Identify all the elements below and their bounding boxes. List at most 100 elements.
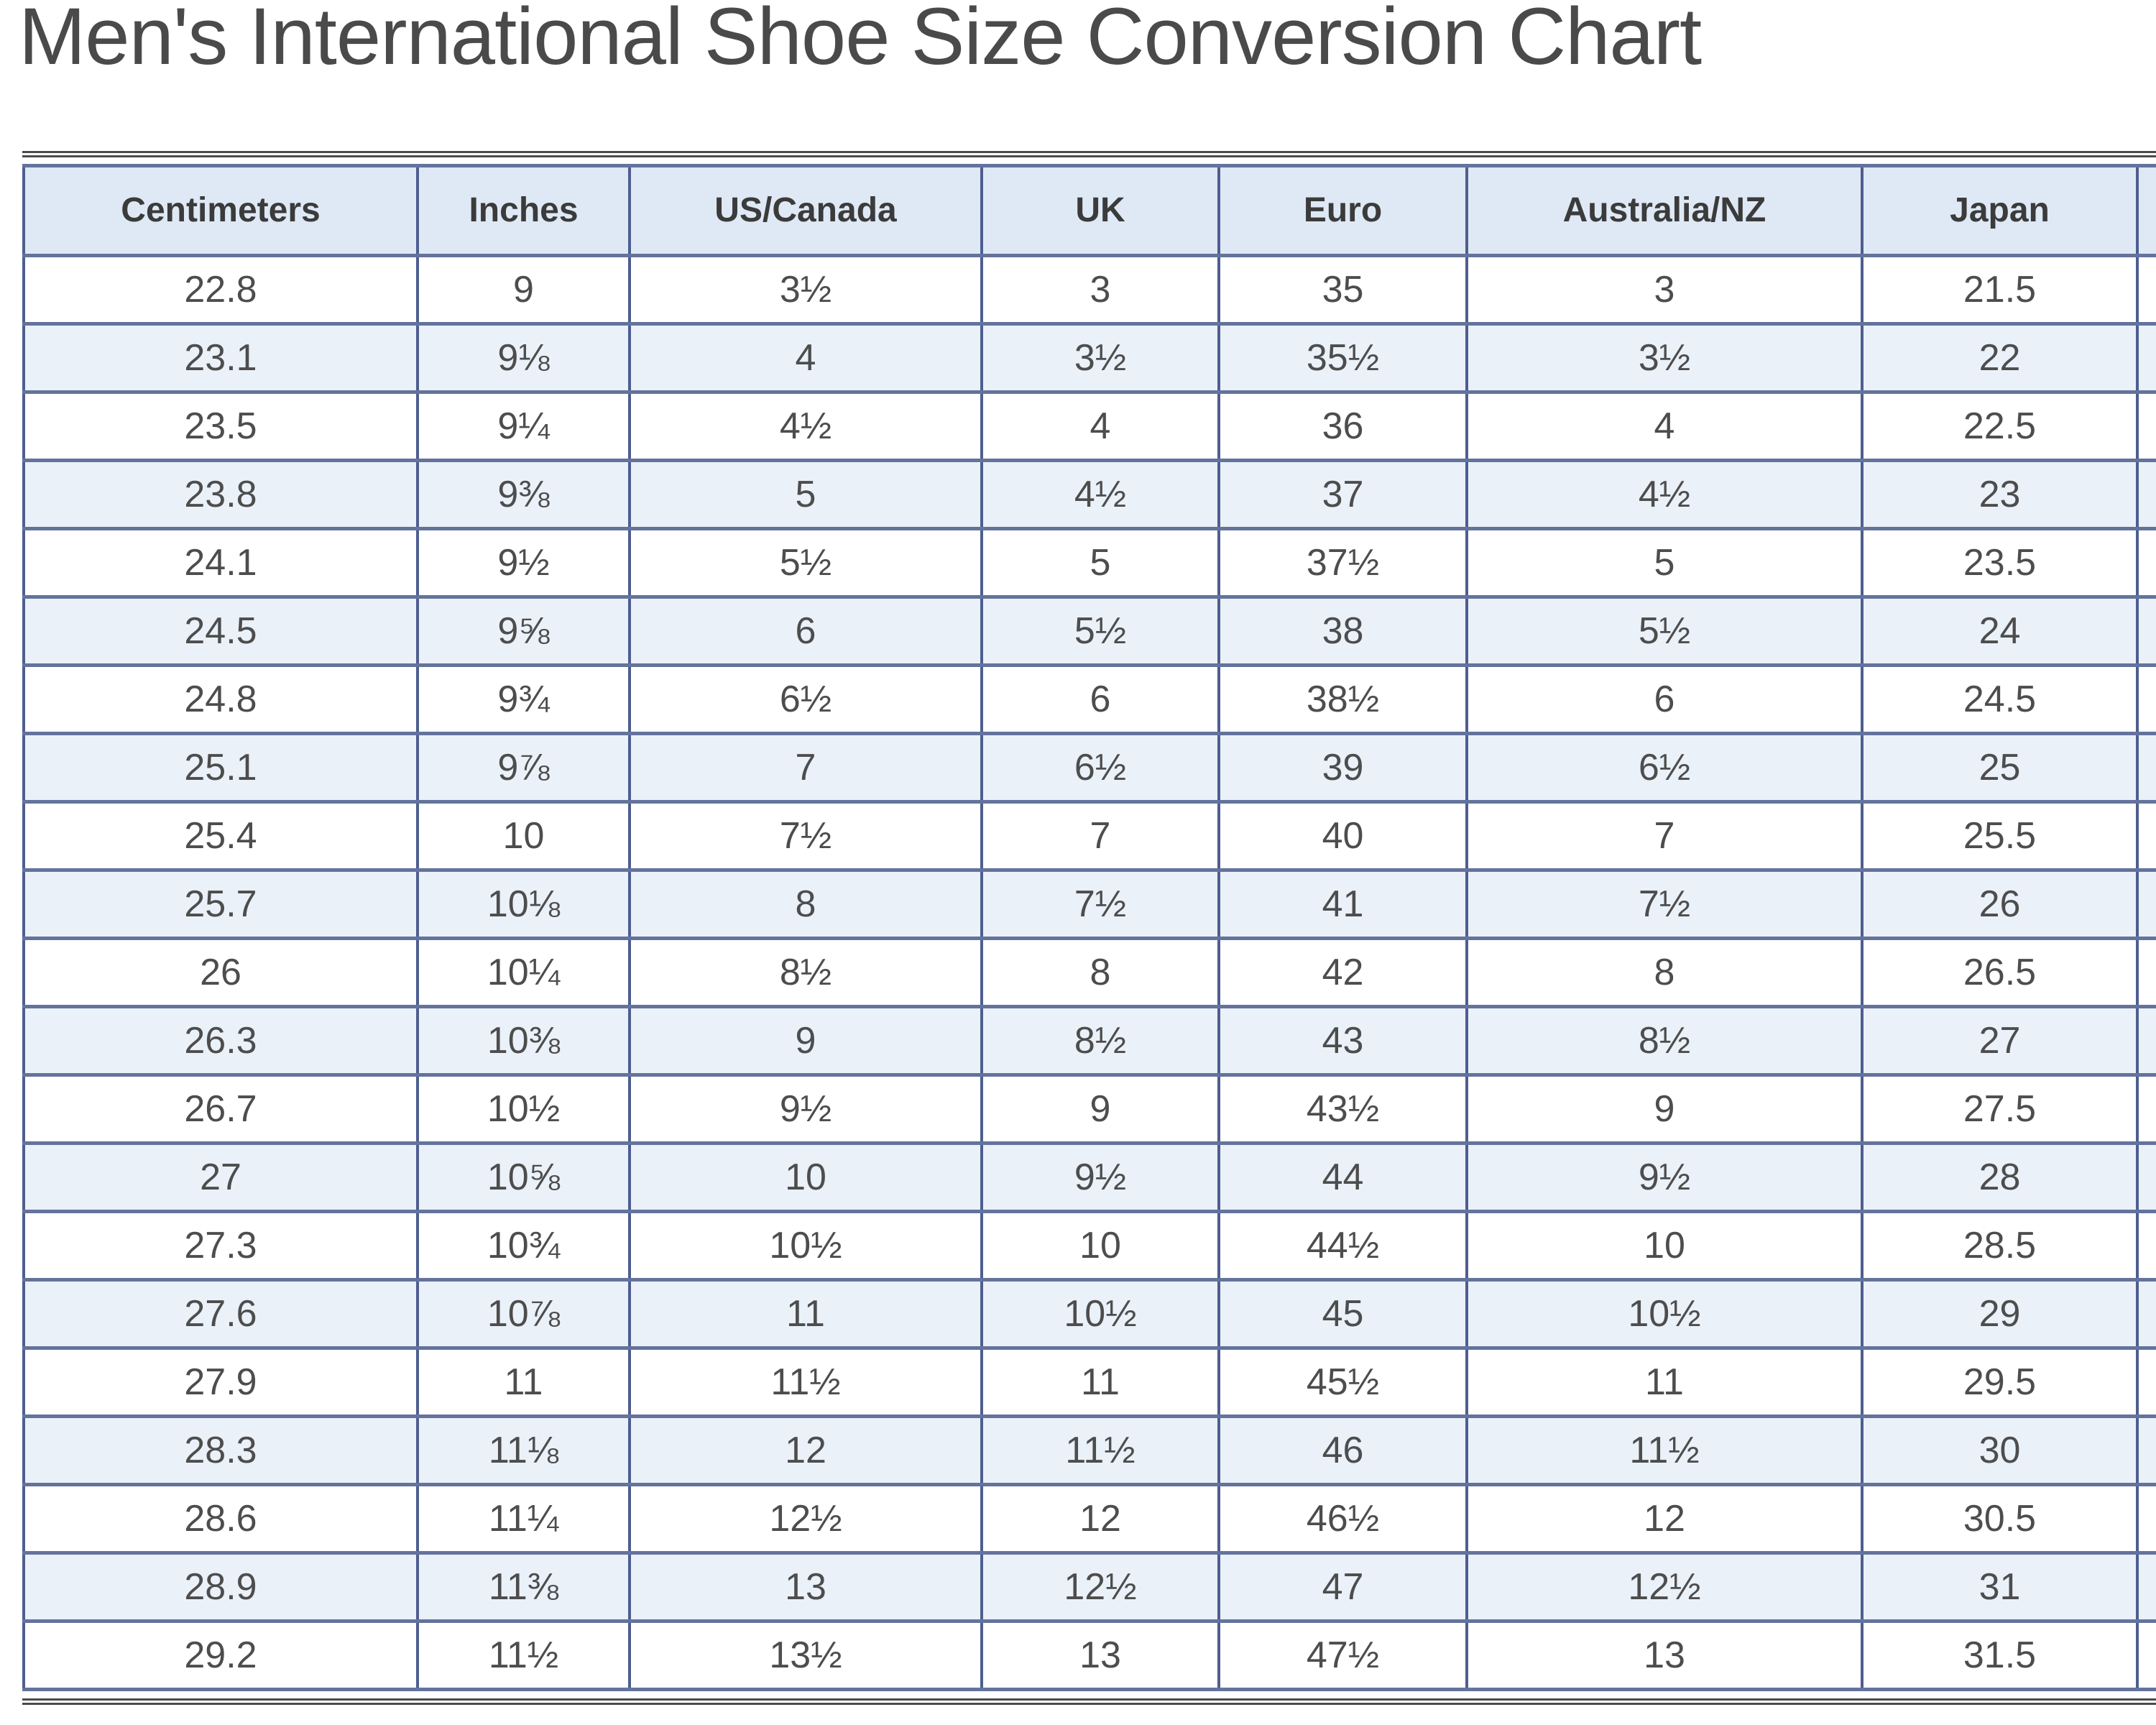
cell-euro: 43 <box>1217 1004 1468 1077</box>
cell-us-canada: 4½ <box>628 390 983 462</box>
clipped-column-cell <box>2136 799 2156 872</box>
cell-japan: 24.5 <box>1861 663 2139 735</box>
cell-centimeters: 27.6 <box>22 1277 419 1350</box>
cell-centimeters: 25.4 <box>22 799 419 872</box>
cell-australia-nz: 11 <box>1465 1346 1864 1418</box>
clipped-column-cell <box>2136 1619 2156 1691</box>
clipped-column-cell <box>2136 1004 2156 1077</box>
cell-japan: 28.5 <box>1861 1209 2139 1282</box>
cell-inches: 11½ <box>416 1619 631 1691</box>
table-row: 24.5 9⅝ 6 5½ 38 5½ 24 <box>22 594 2156 667</box>
cell-inches: 9¼ <box>416 390 631 462</box>
cell-centimeters: 28.9 <box>22 1550 419 1623</box>
cell-us-canada: 6½ <box>628 663 983 735</box>
cell-australia-nz: 10½ <box>1465 1277 1864 1350</box>
table-row: 24.1 9½ 5½ 5 37½ 5 23.5 <box>22 526 2156 599</box>
cell-uk: 5½ <box>980 594 1220 667</box>
header-row: Centimeters Inches US/Canada UK Euro Australi… <box>22 163 2156 257</box>
column-header-us-canada: US/Canada <box>628 163 983 257</box>
clipped-column-cell <box>2136 390 2156 462</box>
cell-australia-nz: 10 <box>1465 1209 1864 1282</box>
cell-japan: 29 <box>1861 1277 2139 1350</box>
table-row: 29.2 11½ 13½ 13 47½ 13 31.5 <box>22 1619 2156 1691</box>
cell-centimeters: 23.1 <box>22 321 419 394</box>
clipped-column-cell <box>2136 321 2156 394</box>
cell-euro: 46½ <box>1217 1482 1468 1555</box>
cell-uk: 8 <box>980 936 1220 1008</box>
cell-australia-nz: 12 <box>1465 1482 1864 1555</box>
cell-euro: 37½ <box>1217 526 1468 599</box>
shoe-size-conversion-table: Centimeters Inches US/Canada UK Euro Australi… <box>22 163 2156 1691</box>
cell-japan: 21.5 <box>1861 253 2139 326</box>
cell-euro: 44½ <box>1217 1209 1468 1282</box>
cell-centimeters: 27.3 <box>22 1209 419 1282</box>
cell-inches: 9½ <box>416 526 631 599</box>
cell-japan: 27.5 <box>1861 1072 2139 1145</box>
cell-uk: 4½ <box>980 458 1220 530</box>
cell-inches: 11⅜ <box>416 1550 631 1623</box>
cell-inches: 9⅛ <box>416 321 631 394</box>
cell-australia-nz: 5 <box>1465 526 1864 599</box>
cell-euro: 36 <box>1217 390 1468 462</box>
cell-uk: 4 <box>980 390 1220 462</box>
cell-us-canada: 11½ <box>628 1346 983 1418</box>
cell-japan: 26 <box>1861 868 2139 940</box>
cell-inches: 9⅝ <box>416 594 631 667</box>
cell-euro: 47½ <box>1217 1619 1468 1691</box>
cell-uk: 5 <box>980 526 1220 599</box>
cell-euro: 37 <box>1217 458 1468 530</box>
cell-japan: 23 <box>1861 458 2139 530</box>
cell-us-canada: 5 <box>628 458 983 530</box>
cell-australia-nz: 12½ <box>1465 1550 1864 1623</box>
cell-inches: 11⅛ <box>416 1414 631 1486</box>
cell-centimeters: 24.8 <box>22 663 419 735</box>
cell-centimeters: 27 <box>22 1141 419 1213</box>
cell-inches: 11¼ <box>416 1482 631 1555</box>
cell-us-canada: 9½ <box>628 1072 983 1145</box>
cell-japan: 27 <box>1861 1004 2139 1077</box>
cell-japan: 25.5 <box>1861 799 2139 872</box>
cell-centimeters: 27.9 <box>22 1346 419 1418</box>
cell-australia-nz: 3½ <box>1465 321 1864 394</box>
cell-japan: 24 <box>1861 594 2139 667</box>
cell-us-canada: 10½ <box>628 1209 983 1282</box>
cell-centimeters: 24.5 <box>22 594 419 667</box>
cell-inches: 10⅞ <box>416 1277 631 1350</box>
cell-japan: 31 <box>1861 1550 2139 1623</box>
cell-australia-nz: 5½ <box>1465 594 1864 667</box>
cell-australia-nz: 6 <box>1465 663 1864 735</box>
cell-us-canada: 4 <box>628 321 983 394</box>
table-row: 25.4 10 7½ 7 40 7 25.5 <box>22 799 2156 872</box>
cell-australia-nz: 8½ <box>1465 1004 1864 1077</box>
cell-centimeters: 25.1 <box>22 731 419 804</box>
cell-us-canada: 12½ <box>628 1482 983 1555</box>
cell-australia-nz: 9½ <box>1465 1141 1864 1213</box>
cell-centimeters: 26 <box>22 936 419 1008</box>
column-header-centimeters: Centimeters <box>22 163 419 257</box>
column-header-uk: UK <box>980 163 1220 257</box>
clipped-column-cell <box>2136 526 2156 599</box>
cell-australia-nz: 9 <box>1465 1072 1864 1145</box>
cell-uk: 12 <box>980 1482 1220 1555</box>
cell-euro: 42 <box>1217 936 1468 1008</box>
clipped-column-cell <box>2136 663 2156 735</box>
cell-us-canada: 8 <box>628 868 983 940</box>
cell-euro: 47 <box>1217 1550 1468 1623</box>
clipped-column-cell <box>2136 731 2156 804</box>
cell-euro: 38 <box>1217 594 1468 667</box>
cell-japan: 30.5 <box>1861 1482 2139 1555</box>
table-row: 25.7 10⅛ 8 7½ 41 7½ 26 <box>22 868 2156 940</box>
cell-japan: 23.5 <box>1861 526 2139 599</box>
cell-euro: 40 <box>1217 799 1468 872</box>
cell-japan: 31.5 <box>1861 1619 2139 1691</box>
cell-uk: 6 <box>980 663 1220 735</box>
cell-centimeters: 26.7 <box>22 1072 419 1145</box>
table-row: 27 10⅝ 10 9½ 44 9½ 28 <box>22 1141 2156 1213</box>
cell-euro: 43½ <box>1217 1072 1468 1145</box>
cell-uk: 9 <box>980 1072 1220 1145</box>
cell-japan: 30 <box>1861 1414 2139 1486</box>
cell-australia-nz: 7½ <box>1465 868 1864 940</box>
cell-us-canada: 6 <box>628 594 983 667</box>
table-row: 23.8 9⅜ 5 4½ 37 4½ 23 <box>22 458 2156 530</box>
cell-centimeters: 24.1 <box>22 526 419 599</box>
